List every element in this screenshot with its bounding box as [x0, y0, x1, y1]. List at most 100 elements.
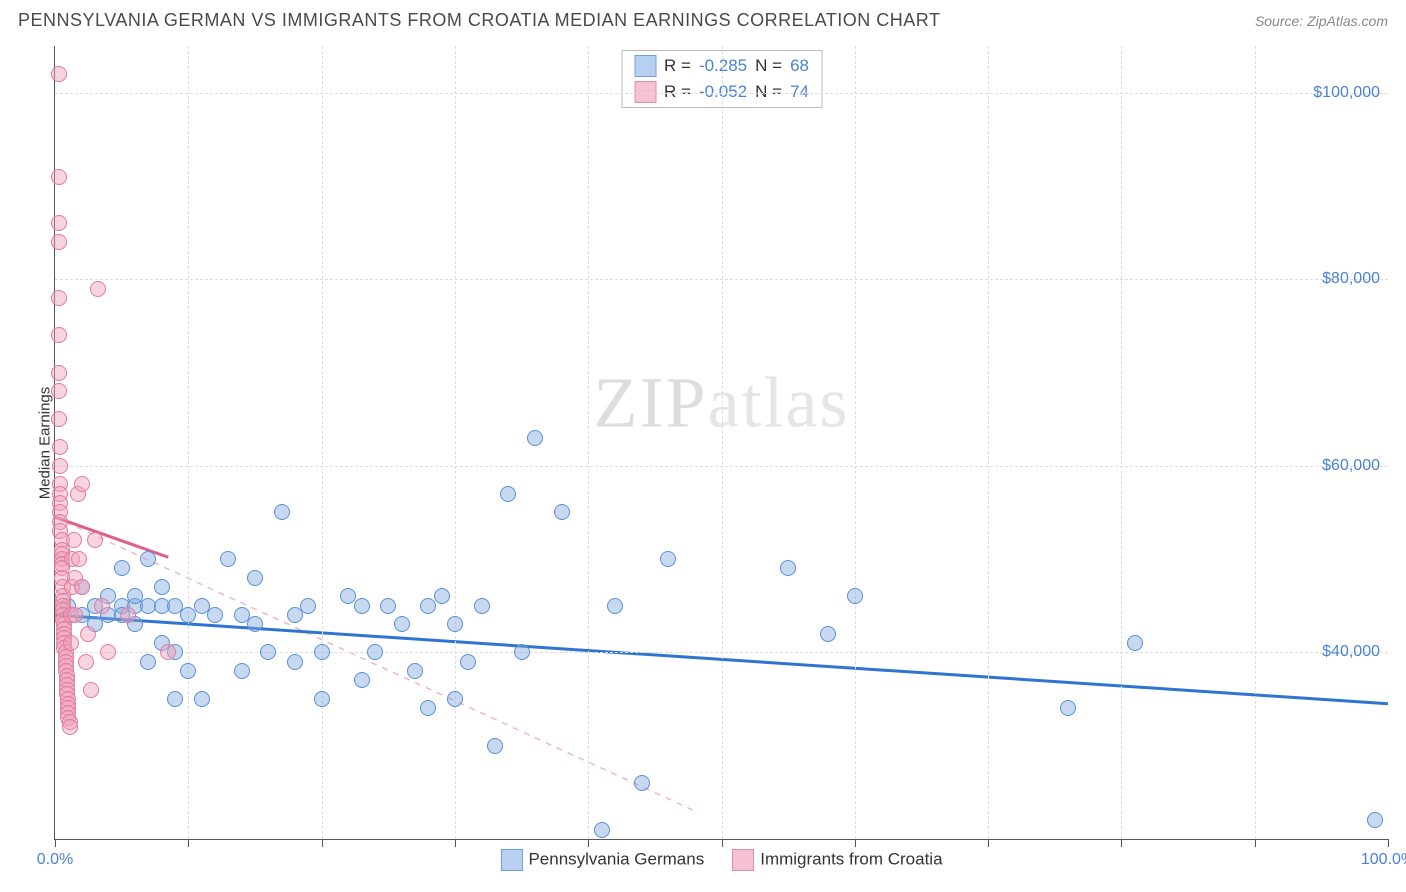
watermark-zip: ZIP: [594, 362, 708, 442]
data-point: [407, 663, 423, 679]
data-point: [394, 616, 410, 632]
legend-item: Pennsylvania Germans: [500, 849, 704, 871]
data-point: [154, 579, 170, 595]
data-point: [1367, 812, 1383, 828]
data-point: [87, 532, 103, 548]
x-tick-label-left: 0.0%: [37, 851, 73, 869]
data-point: [1060, 700, 1076, 716]
legend-label: Pennsylvania Germans: [528, 849, 704, 868]
data-point: [314, 691, 330, 707]
data-point: [274, 504, 290, 520]
data-point: [80, 626, 96, 642]
gridline-v: [722, 46, 723, 839]
data-point: [67, 607, 83, 623]
data-point: [51, 215, 67, 231]
data-point: [167, 691, 183, 707]
y-tick-label: $60,000: [1322, 457, 1380, 475]
data-point: [100, 644, 116, 660]
data-point: [78, 654, 94, 670]
data-point: [83, 682, 99, 698]
legend-series: Pennsylvania Germans Immigrants from Croa…: [500, 849, 942, 871]
y-tick-label: $40,000: [1322, 643, 1380, 661]
data-point: [314, 644, 330, 660]
data-point: [66, 532, 82, 548]
data-point: [74, 579, 90, 595]
y-tick-label: $80,000: [1322, 270, 1380, 288]
data-point: [140, 654, 156, 670]
data-point: [514, 644, 530, 660]
x-tick: [1388, 839, 1389, 847]
data-point: [51, 169, 67, 185]
data-point: [474, 598, 490, 614]
data-point: [247, 570, 263, 586]
data-point: [234, 663, 250, 679]
data-point: [90, 281, 106, 297]
data-point: [260, 644, 276, 660]
data-point: [51, 383, 67, 399]
data-point: [160, 644, 176, 660]
chart-title: PENNSYLVANIA GERMAN VS IMMIGRANTS FROM C…: [18, 10, 940, 31]
data-point: [51, 411, 67, 427]
data-point: [194, 691, 210, 707]
data-point: [847, 588, 863, 604]
data-point: [287, 654, 303, 670]
data-point: [420, 700, 436, 716]
source-label: Source: ZipAtlas.com: [1255, 13, 1388, 29]
gridline-v: [588, 46, 589, 839]
data-point: [300, 598, 316, 614]
data-point: [247, 616, 263, 632]
data-point: [71, 551, 87, 567]
legend-swatch: [732, 849, 754, 871]
data-point: [207, 607, 223, 623]
data-point: [500, 486, 516, 502]
data-point: [51, 290, 67, 306]
data-point: [780, 560, 796, 576]
x-tick: [188, 839, 189, 847]
gridline-v: [188, 46, 189, 839]
data-point: [594, 822, 610, 838]
data-point: [62, 719, 78, 735]
data-point: [820, 626, 836, 642]
x-tick: [1255, 839, 1256, 847]
data-point: [607, 598, 623, 614]
legend-r-value: -0.285: [699, 56, 747, 76]
x-tick: [855, 839, 856, 847]
x-tick: [322, 839, 323, 847]
data-point: [527, 430, 543, 446]
data-point: [140, 551, 156, 567]
data-point: [51, 66, 67, 82]
legend-item: Immigrants from Croatia: [732, 849, 942, 871]
gridline-v: [988, 46, 989, 839]
data-point: [354, 672, 370, 688]
data-point: [51, 327, 67, 343]
gridline-v: [855, 46, 856, 839]
gridline-v: [1121, 46, 1122, 839]
data-point: [634, 775, 650, 791]
gridline-v: [1255, 46, 1256, 839]
data-point: [220, 551, 236, 567]
data-point: [114, 560, 130, 576]
x-tick: [455, 839, 456, 847]
data-point: [180, 663, 196, 679]
data-point: [460, 654, 476, 670]
data-point: [63, 635, 79, 651]
data-point: [51, 234, 67, 250]
legend-r-label: R =: [664, 56, 691, 76]
watermark-atlas: atlas: [708, 362, 850, 442]
y-axis-label: Median Earnings: [37, 386, 54, 499]
x-tick: [722, 839, 723, 847]
data-point: [380, 598, 396, 614]
legend-label: Immigrants from Croatia: [760, 849, 942, 868]
plot-area: Median Earnings ZIPatlas R =-0.285N =68R…: [54, 46, 1388, 840]
gridline-v: [455, 46, 456, 839]
data-point: [554, 504, 570, 520]
data-point: [52, 458, 68, 474]
data-point: [354, 598, 370, 614]
data-point: [447, 691, 463, 707]
data-point: [660, 551, 676, 567]
y-tick-label: $100,000: [1313, 84, 1380, 102]
data-point: [74, 476, 90, 492]
data-point: [94, 598, 110, 614]
legend-n-label: N =: [755, 56, 782, 76]
legend-n-value: 68: [790, 56, 809, 76]
